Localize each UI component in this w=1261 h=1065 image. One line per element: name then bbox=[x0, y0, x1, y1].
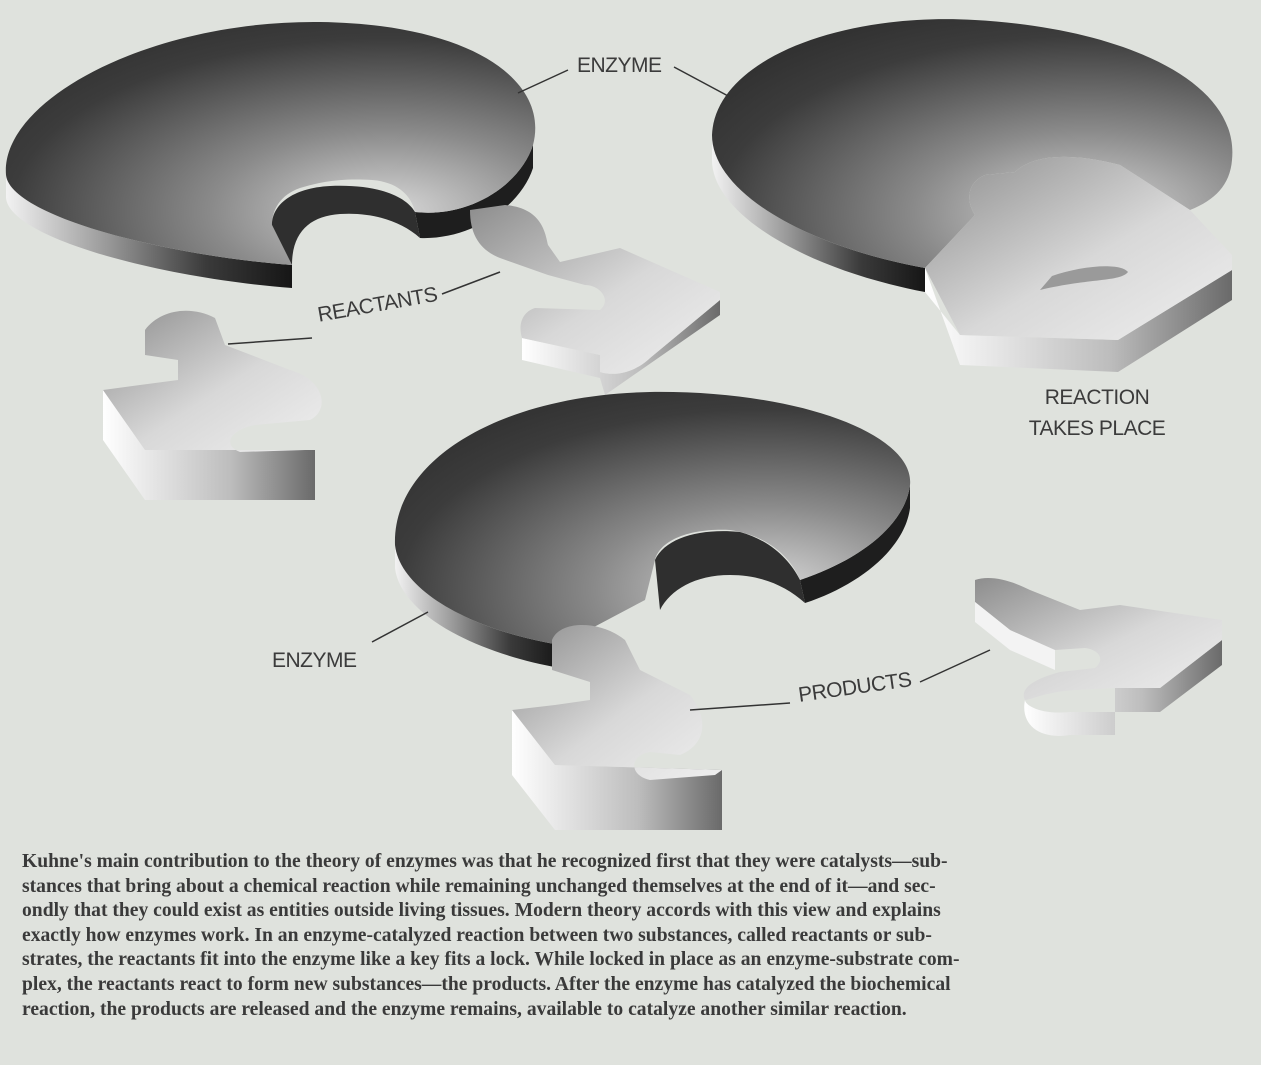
figure-caption: Kuhne's main contribution to the theory … bbox=[22, 850, 1247, 1022]
reactant-b-top bbox=[103, 310, 322, 452]
leader-products-right bbox=[919, 649, 991, 683]
enzyme-bottom-rim bbox=[800, 485, 910, 603]
reactant-b-side bbox=[103, 390, 315, 500]
label-enzyme-bottom: ENZYME bbox=[272, 649, 357, 672]
product-b-side bbox=[1024, 640, 1222, 736]
caption-line: reaction, the products are released and … bbox=[22, 998, 907, 1020]
enzyme-bottom-side bbox=[395, 545, 560, 668]
product-a-top bbox=[512, 625, 722, 780]
enzyme-complex-top bbox=[712, 19, 1233, 268]
product-piece-b bbox=[975, 578, 1222, 736]
product-piece-a bbox=[512, 625, 722, 830]
complex-key-top bbox=[925, 156, 1232, 340]
reactant-a-top bbox=[470, 205, 720, 374]
product-b-front bbox=[975, 580, 1055, 670]
reactant-a-side bbox=[522, 300, 720, 395]
leader-reactants-right bbox=[441, 271, 501, 295]
enzyme-bottom-top bbox=[394, 391, 911, 645]
leader-enzyme-top-right bbox=[673, 66, 731, 98]
enzyme-top-left-side bbox=[6, 175, 292, 288]
leader-enzyme-bottom bbox=[371, 611, 429, 643]
enzyme-complex bbox=[712, 19, 1233, 372]
enzyme-top-left-rim bbox=[415, 145, 533, 239]
leader-enzyme-top-left bbox=[517, 69, 569, 94]
enzyme-top-left-socket bbox=[272, 185, 420, 265]
label-enzyme-top: ENZYME bbox=[577, 54, 662, 77]
leader-lines bbox=[227, 66, 991, 711]
label-reaction-line1: REACTION bbox=[1044, 386, 1150, 409]
label-reaction-line2: TAKES PLACE bbox=[1028, 417, 1166, 440]
enzyme-bottom-socket bbox=[655, 531, 805, 610]
complex-key-side bbox=[925, 268, 1232, 372]
caption-line: plex, the reactants react to form new su… bbox=[22, 973, 951, 995]
caption-line: stances that bring about a chemical reac… bbox=[22, 875, 936, 897]
diagram-illustration bbox=[5, 19, 1233, 830]
enzyme-top-left-top bbox=[5, 21, 536, 265]
enzyme-top-left bbox=[5, 21, 536, 288]
caption-line: exactly how enzymes work. In an enzyme-c… bbox=[22, 924, 932, 946]
enzyme-bottom bbox=[394, 391, 911, 668]
reactant-piece-b bbox=[103, 310, 322, 500]
leader-products-left bbox=[689, 702, 791, 711]
leader-reactants-left bbox=[227, 337, 313, 345]
label-reaction-takes-place: REACTION TAKES PLACE bbox=[1022, 382, 1172, 444]
caption-line: Kuhne's main contribution to the theory … bbox=[22, 851, 948, 872]
complex-key-groove bbox=[1040, 266, 1128, 290]
enzyme-complex-side bbox=[712, 135, 925, 292]
product-a-side bbox=[512, 710, 722, 830]
caption-line: ondly that they could exist as entities … bbox=[22, 900, 941, 922]
caption-line: strates, the reactants fit into the enzy… bbox=[22, 949, 960, 971]
product-b-top bbox=[975, 578, 1222, 700]
reactant-piece-a bbox=[470, 205, 720, 395]
